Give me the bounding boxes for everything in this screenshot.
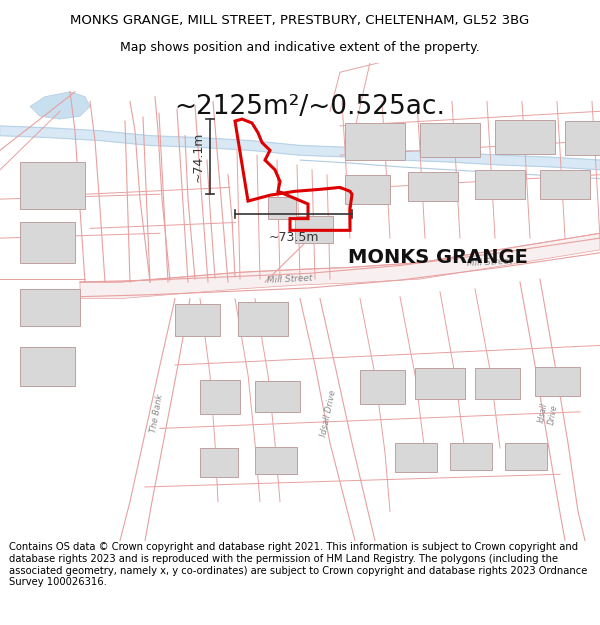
Polygon shape [80,233,600,299]
Bar [535,367,580,396]
Bar [450,443,492,471]
Bar [565,121,600,155]
Text: Contains OS data © Crown copyright and database right 2021. This information is : Contains OS data © Crown copyright and d… [9,542,587,587]
Text: Idsall
Drive: Idsall Drive [536,402,559,426]
Bar [200,379,240,414]
Bar [475,170,525,199]
Text: ~2125m²/~0.525ac.: ~2125m²/~0.525ac. [175,94,445,120]
Bar [415,368,465,399]
Bar [345,175,390,204]
Bar [408,172,458,201]
Bar [200,448,238,478]
Bar [495,120,555,154]
Bar [255,447,297,474]
Bar [175,304,220,336]
Bar [360,370,405,404]
Bar [20,162,85,209]
Text: ~74.1m: ~74.1m [191,131,205,182]
Text: Mill Street: Mill Street [467,257,513,268]
Text: MONKS GRANGE: MONKS GRANGE [348,248,528,267]
Bar [540,170,590,199]
Bar [345,123,405,160]
Bar [475,368,520,399]
Bar [238,301,288,336]
Text: The Bank: The Bank [149,394,165,434]
Bar [420,123,480,157]
Bar [505,443,547,471]
Polygon shape [30,92,90,119]
Text: Map shows position and indicative extent of the property.: Map shows position and indicative extent… [120,41,480,54]
Bar [255,381,300,412]
Bar [295,216,333,243]
Bar [268,197,296,219]
Bar [20,289,80,326]
Bar [20,221,75,262]
Text: ~73.5m: ~73.5m [268,231,319,244]
Text: Mill Street: Mill Street [267,273,313,285]
Bar [395,443,437,472]
Text: MONKS GRANGE, MILL STREET, PRESTBURY, CHELTENHAM, GL52 3BG: MONKS GRANGE, MILL STREET, PRESTBURY, CH… [70,14,530,27]
Bar [20,348,75,386]
Text: Idsall Drive: Idsall Drive [319,390,337,438]
